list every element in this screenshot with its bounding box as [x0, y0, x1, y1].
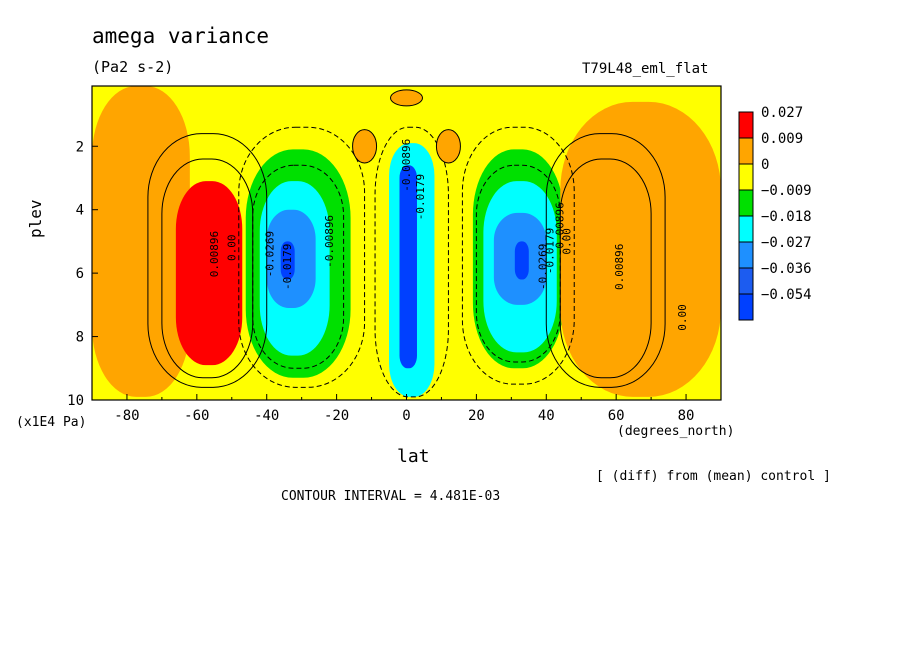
contour-region-equatorial-core [399, 165, 417, 369]
chart-title: amega variance [92, 24, 270, 48]
x-tick-label: 40 [538, 408, 555, 424]
contour-line-5 [374, 126, 449, 398]
x-tick-label: -20 [324, 408, 349, 424]
contour-label: 0.00 [676, 304, 689, 331]
contour-fill: 0.00896 0.00 -0.0269 -0.0179 -0.00896-0.0089… [92, 86, 721, 400]
contour-label: -0.00896 [554, 202, 567, 255]
x-axis-label: lat [397, 446, 430, 467]
legend-swatch [738, 215, 754, 243]
legend-swatch [738, 137, 754, 165]
x-tick-label: 0 [402, 408, 410, 424]
contour-line-3 [545, 133, 666, 388]
contour-label: -0.0179 [414, 174, 427, 220]
legend-swatch [738, 111, 754, 139]
y-tick-label: 4 [76, 203, 84, 219]
color-legend: 0.027 0.009 0 −0.009 −0.018 −0.027 −0.036 −0.05… [738, 105, 812, 321]
legend-label: −0.054 [761, 287, 812, 303]
diff-note: [ (diff) from (mean) control ] [596, 469, 831, 484]
x-tick-label: 60 [608, 408, 625, 424]
legend-swatch [738, 267, 754, 295]
legend-label: 0.009 [761, 131, 803, 147]
contour-label: 0.00896 [613, 244, 626, 290]
x-tick-label: -40 [254, 408, 279, 424]
contour-label: -0.00896 [400, 139, 413, 192]
legend-label: −0.036 [761, 261, 812, 277]
small-high-oval-2 [390, 89, 423, 107]
contour-label: -0.0179 [281, 244, 294, 290]
legend-label: −0.018 [761, 209, 812, 225]
plot-area: 0.00896 0.00 -0.0269 -0.0179 -0.00896-0.0089… [92, 86, 721, 400]
y-tick-label: 10 [67, 393, 84, 409]
legend-label: −0.009 [761, 183, 812, 199]
contour-label: -0.00896 [323, 215, 336, 268]
contour-line-1 [147, 133, 268, 388]
contour-line-7 [252, 164, 345, 369]
contour-label: -0.0269 [264, 231, 277, 277]
legend-label: 0 [761, 157, 769, 173]
x-axis-unit: (degrees_north) [617, 424, 735, 439]
y-tick-label: 2 [76, 139, 84, 155]
legend-label: 0.027 [761, 105, 803, 121]
legend-swatch [738, 189, 754, 217]
x-tick-label: -80 [114, 408, 139, 424]
y-tick-label: 6 [76, 266, 84, 282]
contour-region-blue-core-north [514, 241, 529, 280]
legend-label: −0.027 [761, 235, 812, 251]
contour-label: 0.00896 [208, 231, 221, 277]
x-tick-label: -60 [184, 408, 209, 424]
contour-line-4 [238, 126, 366, 388]
y-axis-unit: (x1E4 Pa) [16, 415, 87, 430]
contour-label: -0.0269 [536, 244, 549, 290]
units-label: (Pa2 s-2) [92, 58, 174, 76]
legend-swatch [738, 163, 754, 191]
contour-line-8 [475, 164, 561, 363]
contour-region-red-max-south [175, 181, 243, 366]
contour-region-orange-high-latitude-north [560, 101, 721, 397]
experiment-label: T79L48_eml_flat [582, 61, 709, 77]
contour-region-orange-high-latitude [92, 86, 190, 397]
x-tick-label: 80 [678, 408, 695, 424]
contour-interval-label: CONTOUR INTERVAL = 4.481E-03 [281, 489, 501, 504]
x-tick-label: 20 [468, 408, 485, 424]
legend-swatch [738, 241, 754, 269]
contour-label: 0.00 [225, 235, 238, 262]
small-high-oval-1 [435, 129, 461, 164]
contour-region-blue-core-south [280, 241, 295, 280]
legend-swatch [738, 293, 754, 321]
contour-label: -0.0179 [543, 228, 556, 274]
contour-label: 0.00 [561, 228, 574, 255]
axes: -80 -60 -40 -20 0 20 40 60 80 2 4 6 8 10 [67, 85, 722, 424]
y-tick-label: 8 [76, 330, 84, 346]
small-high-oval-0 [352, 129, 378, 164]
